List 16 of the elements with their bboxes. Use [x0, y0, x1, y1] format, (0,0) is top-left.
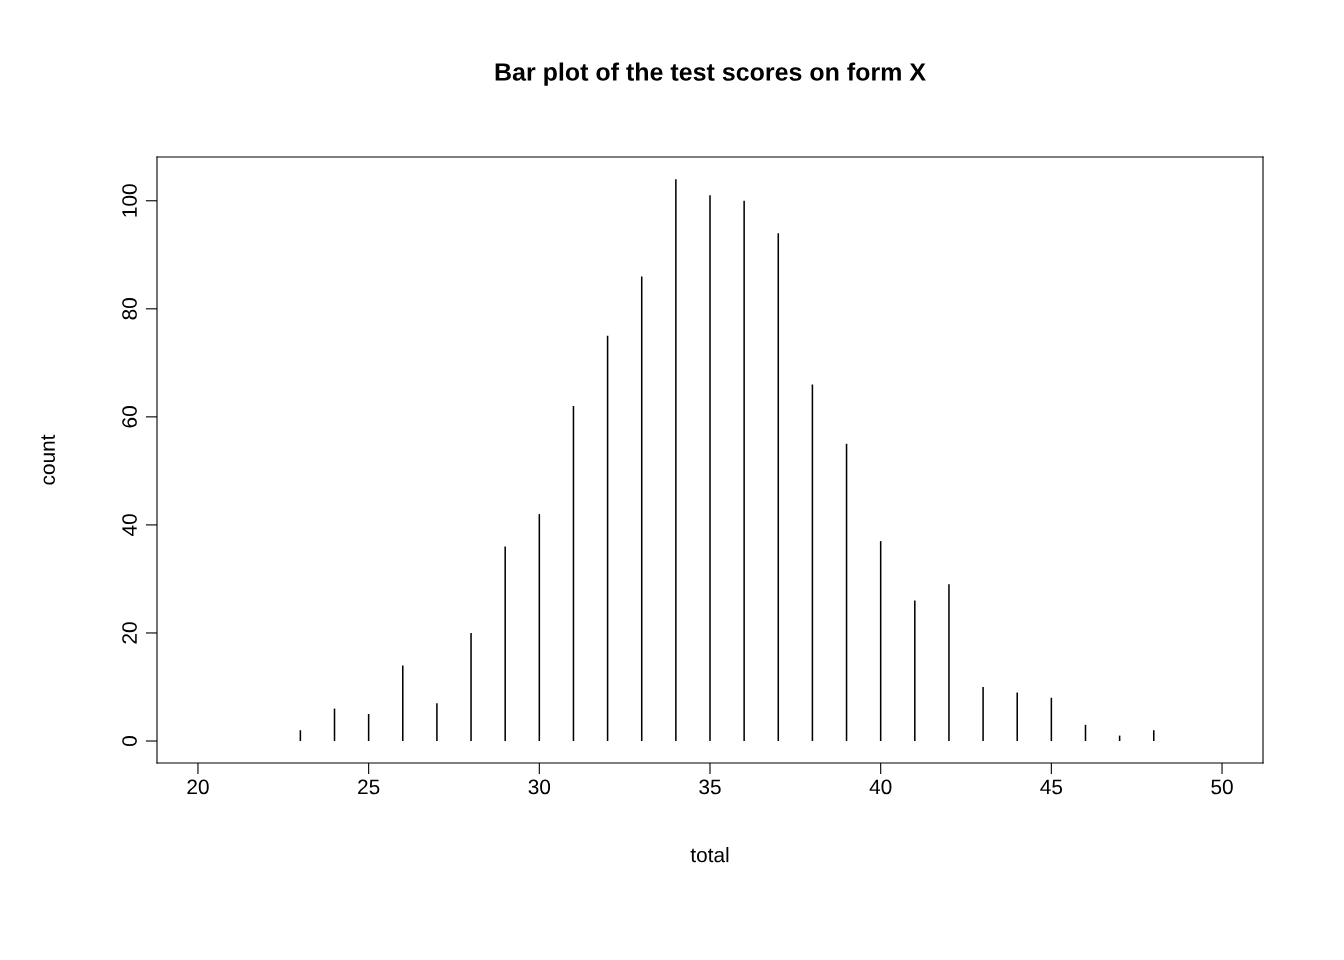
x-tick-label: 30	[528, 779, 551, 795]
x-tick-label: 25	[358, 779, 380, 795]
x-axis-title: total	[690, 847, 729, 863]
x-tick-label: 35	[699, 779, 721, 795]
y-tick-label: 40	[122, 514, 137, 537]
y-tick-label: 80	[122, 298, 137, 320]
x-tick-label: 50	[1211, 779, 1233, 795]
y-tick-label: 60	[122, 406, 137, 428]
chart-title: Bar plot of the test scores on form X	[495, 62, 926, 86]
y-tick-label: 0	[122, 736, 137, 746]
y-tick-label: 100	[122, 184, 137, 217]
y-tick-label: 20	[122, 622, 137, 644]
x-tick-label: 40	[869, 779, 892, 795]
y-axis-title: count	[41, 434, 55, 485]
x-tick-label: 45	[1040, 779, 1063, 795]
x-tick-label: 20	[187, 779, 209, 795]
